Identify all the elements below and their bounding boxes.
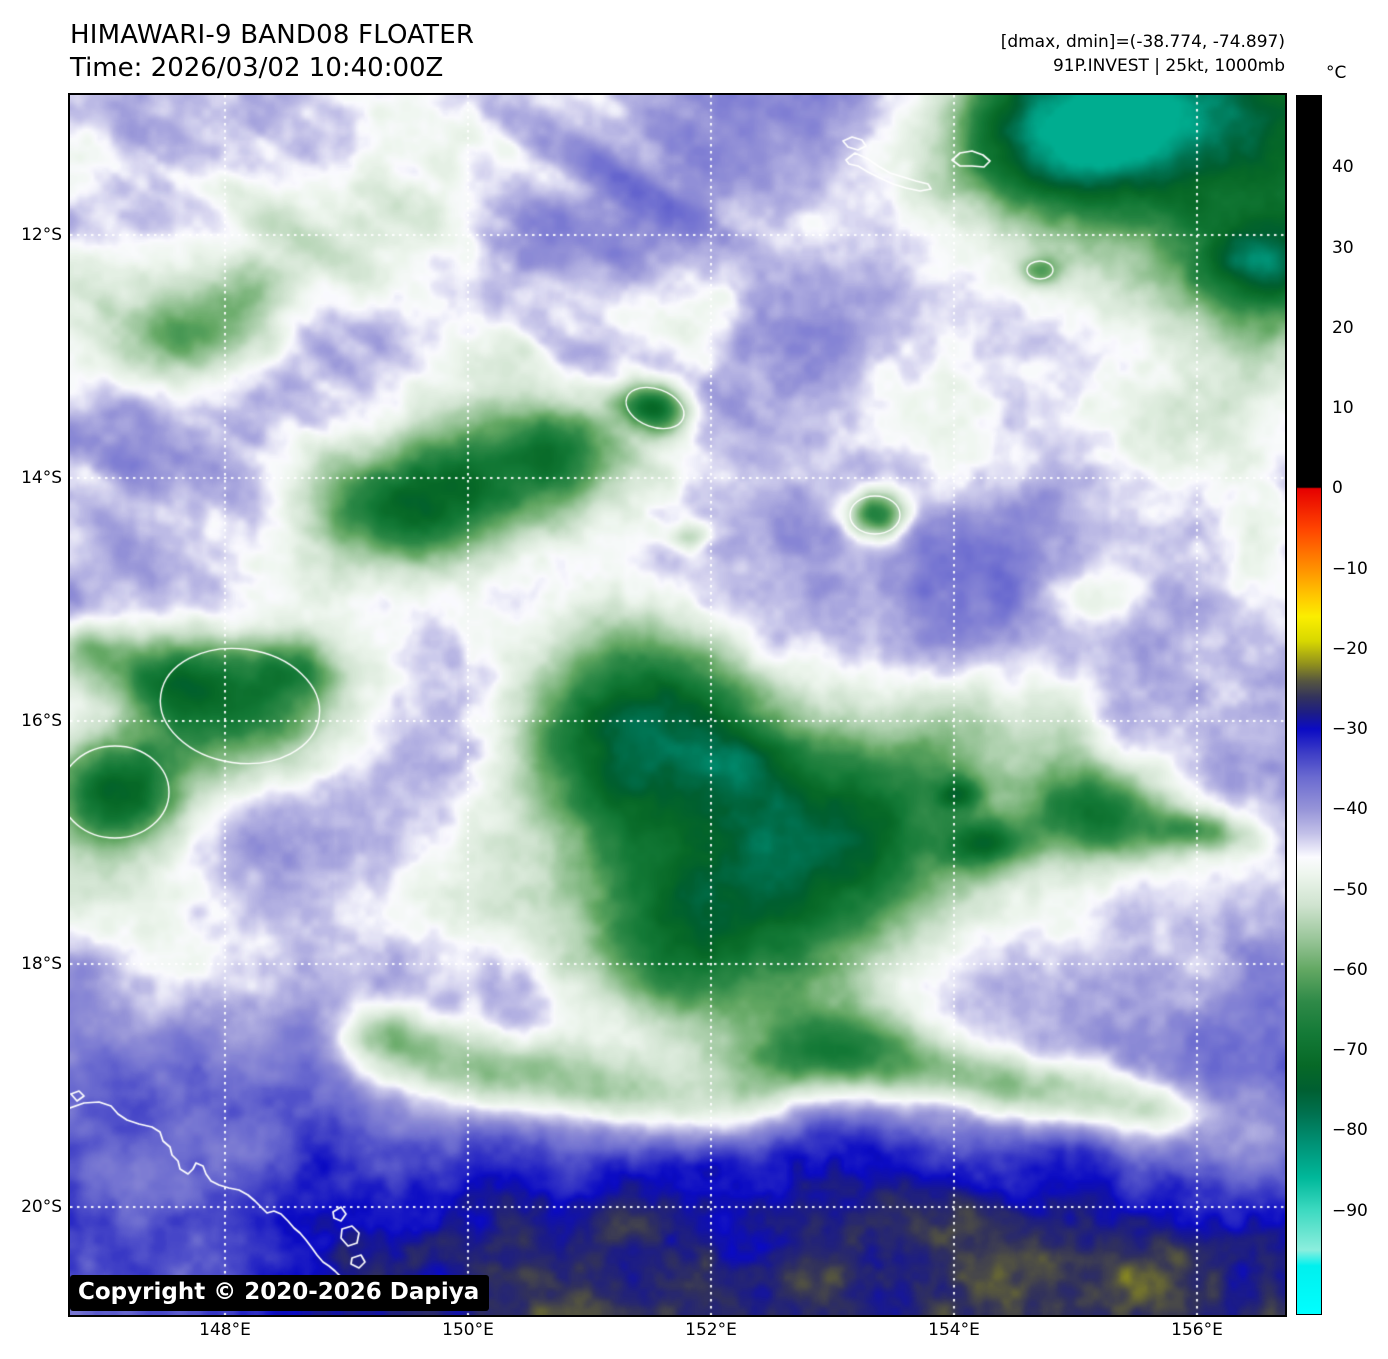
colorbar-tick-label: −20 [1332,638,1368,659]
dmax-dmin-readout: [dmax, dmin]=(-38.774, -74.897) [1000,32,1285,52]
lon-axis-label: 154°E [928,1320,980,1340]
lat-axis-label: 20°S [21,1197,62,1217]
colorbar-tick-label: 40 [1332,157,1354,178]
colorbar-tick-label: −40 [1332,799,1368,820]
annotation-block: [dmax, dmin]=(-38.774, -74.897) 91P.INVE… [1001,30,1285,78]
colorbar-tick-label: 0 [1332,478,1343,499]
lat-axis-label: 16°S [21,711,62,731]
colorbar-tick-label: −30 [1332,719,1368,740]
lon-axis-label: 150°E [442,1320,494,1340]
colorbar [1296,95,1322,1315]
satellite-image [70,95,1285,1315]
storm-info: 91P.INVEST | 25kt, 1000mb [1052,56,1285,76]
lon-axis-label: 148°E [199,1320,251,1340]
colorbar-tick-label: 30 [1332,237,1354,258]
colorbar-tick-label: −10 [1332,558,1368,579]
map-panel: Copyright © 2020-2026 Dapiya [68,93,1287,1317]
colorbar-tick-label: −60 [1332,959,1368,980]
colorbar-tick-label: −90 [1332,1200,1368,1221]
page-title: HIMAWARI-9 BAND08 FLOATER [70,20,475,50]
colorbar-tick-label: −80 [1332,1120,1368,1141]
lat-axis-label: 18°S [21,954,62,974]
lon-axis-label: 156°E [1171,1320,1223,1340]
colorbar-unit-label: °C [1326,63,1347,83]
colorbar-tick-label: −50 [1332,879,1368,900]
colorbar-tick-label: 20 [1332,317,1354,338]
colorbar-tick-label: −70 [1332,1040,1368,1061]
lat-axis-label: 14°S [21,468,62,488]
lon-axis-label: 152°E [685,1320,737,1340]
timestamp: Time: 2026/03/02 10:40:00Z [70,53,444,83]
colorbar-tick-label: 10 [1332,398,1354,419]
lat-axis-label: 12°S [21,225,62,245]
copyright-badge: Copyright © 2020-2026 Dapiya [70,1275,490,1311]
